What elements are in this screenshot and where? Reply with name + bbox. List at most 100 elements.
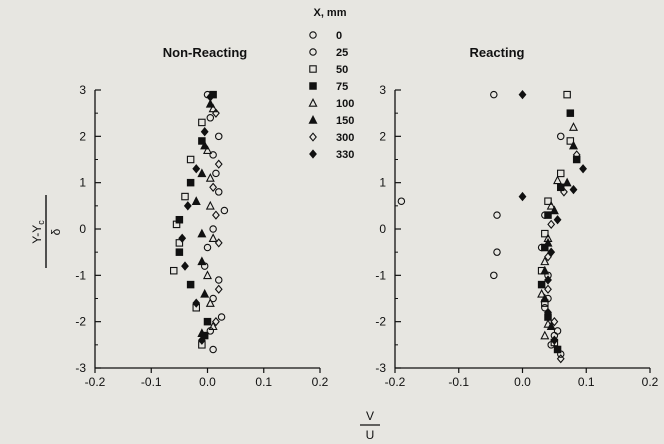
panel-reacting: Reacting -3 -2 -1 0 1 2 3 -0.2 -0.1 0.0 0.1 0.2 xyxy=(375,45,658,389)
data-point xyxy=(550,317,559,327)
data-point xyxy=(183,201,192,211)
legend-items: 0 25 50 75 100 150 300 330 xyxy=(308,30,354,161)
data-point xyxy=(568,140,579,150)
data-point xyxy=(200,288,210,298)
data-point xyxy=(181,261,189,271)
y-tick-label: 1 xyxy=(379,176,386,190)
data-point xyxy=(186,155,195,164)
data-point xyxy=(205,200,215,210)
data-point xyxy=(205,298,215,307)
y-tick-label: -1 xyxy=(75,268,86,282)
data-point xyxy=(181,192,189,201)
data-point xyxy=(547,219,556,230)
data-point xyxy=(563,90,571,99)
data-point xyxy=(202,145,213,154)
y-axis-label-numerator: Y-Yc xyxy=(30,220,46,244)
legend-label: 100 xyxy=(336,98,354,110)
data-point xyxy=(556,169,565,178)
data-point xyxy=(220,206,229,215)
legend: X, mm 0 25 50 75 100 150 300 330 xyxy=(308,7,354,161)
data-point xyxy=(553,327,562,335)
data-point xyxy=(178,233,187,243)
x-tick-label: 0.2 xyxy=(642,375,659,389)
data-point xyxy=(214,159,223,169)
data-point xyxy=(208,103,218,113)
data-point xyxy=(197,256,207,266)
y-tick-label: -1 xyxy=(375,268,386,282)
data-point xyxy=(215,132,223,141)
data-point xyxy=(212,108,220,118)
legend-marker xyxy=(308,114,318,124)
legend-label: 150 xyxy=(336,115,354,127)
series-25 xyxy=(203,132,229,354)
data-point xyxy=(209,151,217,159)
legend-label: 300 xyxy=(336,132,354,144)
data-point xyxy=(547,247,556,257)
legend-entry-25: 25 xyxy=(309,47,348,59)
x-tick-label: 0.0 xyxy=(514,375,531,389)
data-point xyxy=(546,321,556,331)
legend-entry-0: 0 xyxy=(309,30,342,42)
data-point xyxy=(572,150,581,160)
data-point xyxy=(553,215,562,225)
data-point xyxy=(200,127,209,137)
data-point xyxy=(549,205,559,215)
data-point xyxy=(202,270,213,280)
data-point xyxy=(205,98,215,108)
x-tick-label: 0.0 xyxy=(199,375,216,389)
series-330 xyxy=(178,92,215,345)
legend-label: 0 xyxy=(336,30,342,42)
data-point xyxy=(553,175,563,185)
data-point xyxy=(192,298,201,308)
legend-entry-300: 300 xyxy=(309,132,354,144)
x-axis-label-numerator: V xyxy=(366,409,374,423)
series-150 xyxy=(540,140,579,331)
data-point xyxy=(568,122,579,131)
legend-entry-75: 75 xyxy=(309,81,348,93)
data-point xyxy=(206,114,215,122)
panel-title-non-reacting: Non-Reacting xyxy=(163,45,248,60)
series-330 xyxy=(518,89,587,345)
series-75 xyxy=(175,90,217,340)
x-tick-label: -0.1 xyxy=(141,375,162,389)
legend-entry-150: 150 xyxy=(308,114,354,127)
data-point xyxy=(203,243,212,252)
legend-marker xyxy=(309,82,317,90)
data-point xyxy=(543,318,553,328)
y-tick-label: 3 xyxy=(379,83,386,97)
x-tick-label: 0.1 xyxy=(578,375,595,389)
legend-marker xyxy=(309,132,317,142)
data-point xyxy=(217,313,226,321)
legend-entry-100: 100 xyxy=(308,97,354,110)
data-point xyxy=(209,294,217,303)
data-point xyxy=(203,317,212,326)
x-tick-label: 0.1 xyxy=(255,375,272,389)
data-point xyxy=(212,210,220,220)
data-point xyxy=(518,89,527,100)
data-point xyxy=(493,248,501,256)
legend-label: 50 xyxy=(336,64,348,76)
data-point xyxy=(212,169,220,178)
data-point xyxy=(550,335,559,345)
series-300 xyxy=(544,150,581,364)
data-point xyxy=(540,265,550,275)
legend-entry-330: 330 xyxy=(309,149,354,161)
x-axis-label-denominator: U xyxy=(366,428,375,442)
data-point xyxy=(569,184,578,195)
data-point xyxy=(544,307,552,318)
data-point xyxy=(544,211,552,219)
y-tick-label: -2 xyxy=(75,315,86,329)
y-tick-label: 1 xyxy=(79,176,86,190)
data-point xyxy=(546,200,556,210)
y-tick-label: 0 xyxy=(379,222,386,236)
data-point xyxy=(197,228,207,238)
data-point xyxy=(175,215,184,224)
legend-label: 25 xyxy=(336,47,348,59)
data-point xyxy=(215,276,223,284)
data-point xyxy=(518,191,527,202)
data-point xyxy=(197,335,206,345)
data-point xyxy=(540,293,550,303)
data-point xyxy=(397,197,406,205)
data-point xyxy=(198,137,206,145)
